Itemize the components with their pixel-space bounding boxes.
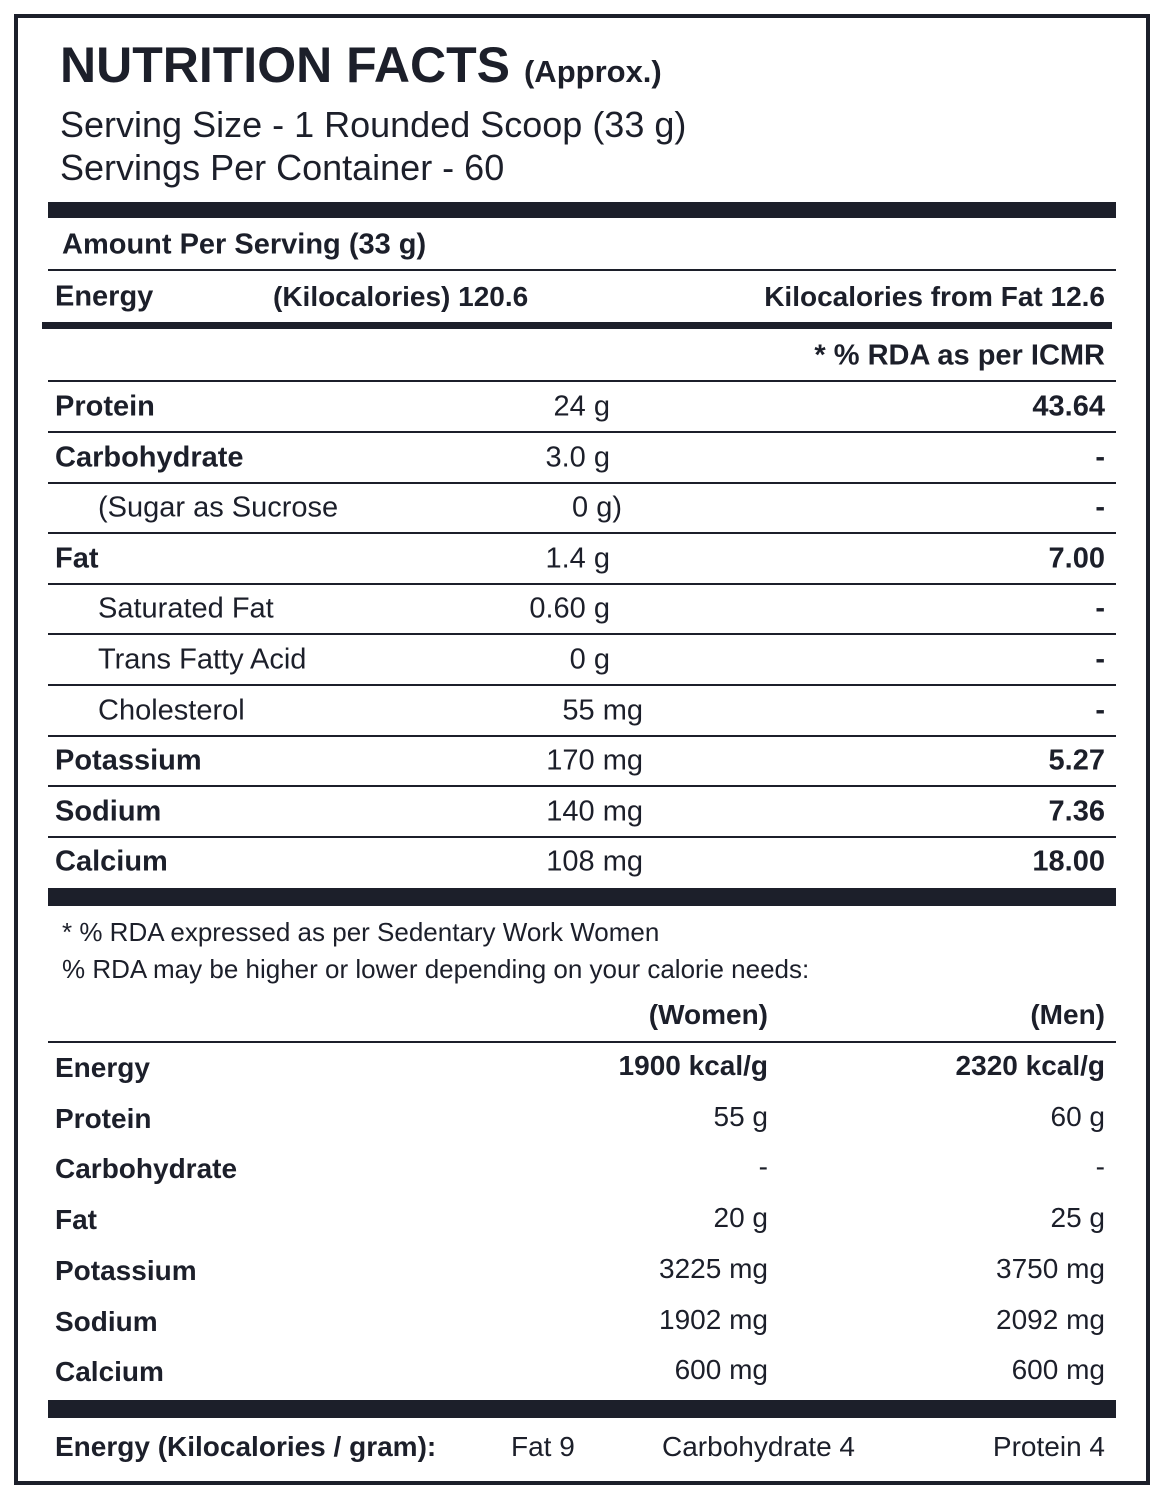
nutrient-rda: - bbox=[1095, 592, 1105, 625]
nutrient-amount: 0 g bbox=[569, 643, 610, 676]
nutrient-name: Trans Fatty Acid bbox=[98, 643, 307, 676]
divider-medium bbox=[42, 322, 1112, 329]
reference-men: 3750 mg bbox=[996, 1252, 1105, 1284]
footnote-1: * % RDA expressed as per Sedentary Work … bbox=[62, 917, 660, 947]
reference-women: 1902 mg bbox=[659, 1303, 768, 1335]
reference-name: Sodium bbox=[55, 1305, 158, 1337]
energy-kcal: (Kilocalories) 120.6 bbox=[273, 281, 529, 312]
nutrient-rda: 5.27 bbox=[1048, 744, 1105, 777]
nutrient-amount: 0.60 g bbox=[529, 592, 610, 625]
divider bbox=[48, 785, 1116, 788]
reference-women: - bbox=[758, 1151, 768, 1183]
col-women: (Women) bbox=[648, 999, 768, 1030]
divider bbox=[48, 269, 1116, 271]
nutrient-amount: 24 g bbox=[553, 390, 610, 423]
energy-label: Energy bbox=[55, 280, 154, 313]
nutrient-amount: 55 mg bbox=[562, 694, 643, 727]
reference-women: 55 g bbox=[713, 1100, 769, 1132]
reference-men: 600 mg bbox=[1011, 1354, 1105, 1386]
energy-fat: Fat 9 bbox=[511, 1431, 575, 1462]
nutrient-name: Protein bbox=[55, 390, 155, 423]
nutrient-rda: - bbox=[1095, 491, 1105, 524]
reference-men: 60 g bbox=[1050, 1100, 1106, 1132]
nutrient-amount: 0 g) bbox=[572, 491, 622, 524]
reference-name: Fat bbox=[55, 1204, 97, 1236]
divider bbox=[48, 684, 1116, 686]
reference-men: - bbox=[1095, 1151, 1105, 1183]
nutrient-rda: - bbox=[1095, 441, 1105, 474]
reference-name: Protein bbox=[55, 1102, 152, 1134]
nutrient-rda: - bbox=[1095, 694, 1105, 727]
energy-protein: Protein 4 bbox=[992, 1431, 1105, 1462]
footnote-2: % RDA may be higher or lower depending o… bbox=[62, 954, 810, 984]
nutrient-name: Calcium bbox=[55, 845, 168, 878]
nutrient-amount: 1.4 g bbox=[545, 542, 611, 575]
reference-name: Potassium bbox=[55, 1254, 197, 1286]
reference-name: Energy bbox=[55, 1052, 150, 1083]
reference-name: Calcium bbox=[55, 1356, 164, 1388]
amount-per-serving: Amount Per Serving (33 g) bbox=[62, 228, 427, 261]
nutrient-name: Sodium bbox=[55, 795, 162, 828]
divider-thick bbox=[48, 202, 1116, 218]
nutrient-name: Saturated Fat bbox=[98, 592, 274, 625]
divider-thick bbox=[48, 1400, 1116, 1418]
serving-size: Serving Size - 1 Rounded Scoop (33 g) bbox=[60, 104, 687, 145]
energy-carbohydrate: Carbohydrate 4 bbox=[662, 1431, 856, 1462]
energy-per-gram-label: Energy (Kilocalories / gram): bbox=[55, 1431, 437, 1462]
divider bbox=[48, 431, 1116, 433]
label-title: NUTRITION FACTS bbox=[60, 37, 510, 93]
divider bbox=[48, 1041, 1116, 1043]
col-men: (Men) bbox=[1030, 999, 1105, 1030]
reference-men: 2092 mg bbox=[996, 1303, 1105, 1335]
nutrient-amount: 140 mg bbox=[546, 795, 643, 828]
reference-women: 3225 mg bbox=[659, 1252, 768, 1284]
nutrient-amount: 3.0 g bbox=[545, 441, 611, 474]
divider bbox=[48, 633, 1116, 636]
nutrient-amount: 170 mg bbox=[546, 744, 643, 777]
nutrient-rda: 43.64 bbox=[1032, 390, 1105, 423]
nutrient-rda: 7.36 bbox=[1048, 795, 1105, 828]
title-row: NUTRITION FACTS (Approx.) bbox=[60, 40, 662, 90]
nutrient-rda: 18.00 bbox=[1032, 845, 1105, 878]
divider bbox=[48, 582, 1116, 585]
nutrient-name: (Sugar as Sucrose bbox=[98, 491, 339, 524]
reference-women: 600 mg bbox=[674, 1354, 768, 1386]
reference-men: 25 g bbox=[1050, 1202, 1106, 1234]
nutrient-name: Potassium bbox=[55, 744, 202, 777]
divider bbox=[48, 734, 1116, 737]
nutrient-name: Cholesterol bbox=[98, 694, 245, 727]
reference-women: 20 g bbox=[713, 1202, 769, 1234]
servings-per-container: Servings Per Container - 60 bbox=[60, 147, 505, 188]
reference-name: Carbohydrate bbox=[55, 1153, 238, 1185]
nutrient-name: Fat bbox=[55, 542, 99, 575]
divider bbox=[48, 380, 1116, 382]
nutrient-amount: 108 mg bbox=[546, 845, 643, 878]
label-border bbox=[14, 14, 1150, 1485]
reference-men: 2320 kcal/g bbox=[955, 1050, 1105, 1081]
kcal-from-fat: Kilocalories from Fat 12.6 bbox=[764, 281, 1105, 312]
nutrient-rda: 7.00 bbox=[1048, 542, 1105, 575]
divider bbox=[48, 835, 1116, 838]
rda-header: * % RDA as per ICMR bbox=[814, 339, 1105, 372]
nutrient-name: Carbohydrate bbox=[55, 441, 244, 474]
reference-women: 1900 kcal/g bbox=[618, 1050, 768, 1081]
title-note: (Approx.) bbox=[523, 54, 662, 89]
nutrient-rda: - bbox=[1095, 643, 1105, 676]
divider-thick bbox=[48, 888, 1116, 906]
divider bbox=[48, 481, 1116, 484]
divider bbox=[48, 532, 1116, 535]
